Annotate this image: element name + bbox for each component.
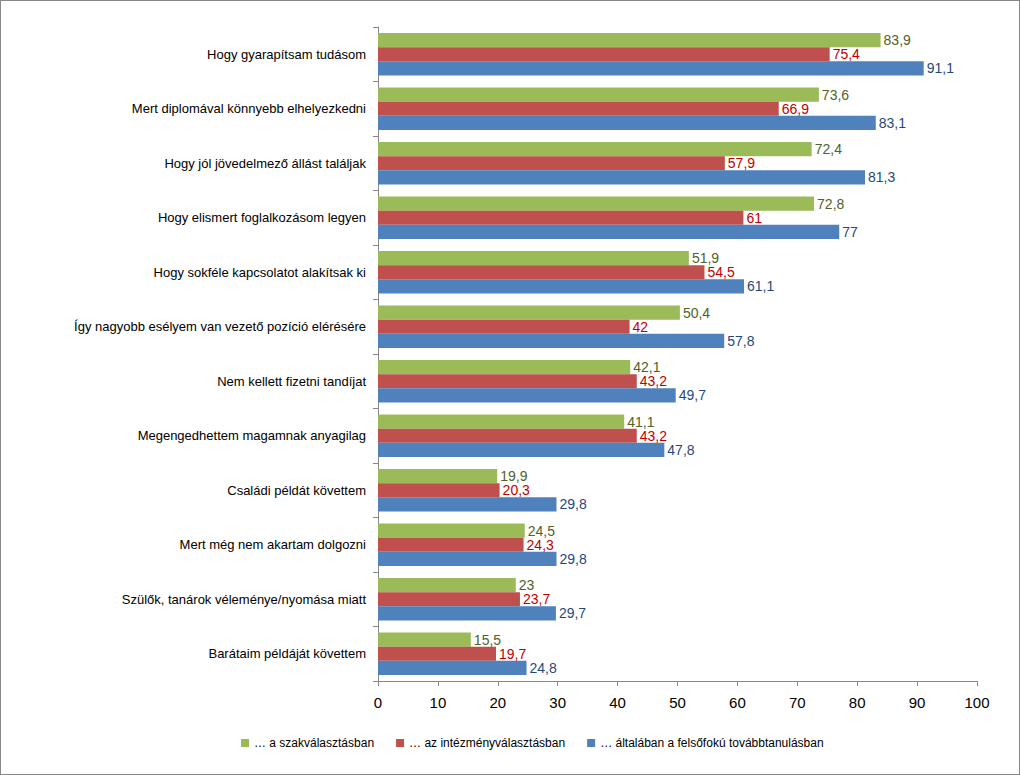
svg-text:90: 90 [909, 694, 926, 711]
svg-text:Szülők, tanárok véleménye/nyom: Szülők, tanárok véleménye/nyomása miatt [122, 592, 367, 607]
svg-text:Nem kellett fizetni tandíjat: Nem kellett fizetni tandíjat [217, 374, 366, 389]
svg-text:42: 42 [633, 319, 649, 335]
svg-text:47,8: 47,8 [667, 442, 694, 458]
svg-text:51,9: 51,9 [691, 250, 720, 267]
svg-text:40: 40 [609, 694, 626, 711]
svg-text:29,8: 29,8 [560, 496, 587, 512]
svg-text:Így nagyobb esélyem van vezető: Így nagyobb esélyem van vezető pozíció e… [74, 319, 366, 334]
svg-text:83,1: 83,1 [879, 115, 906, 131]
svg-text:72,4: 72,4 [815, 141, 842, 157]
svg-text:Hogy sokféle kapcsolatot alakí: Hogy sokféle kapcsolatot alakítsak ki [154, 265, 367, 280]
svg-text:61: 61 [746, 210, 762, 226]
svg-text:24,8: 24,8 [530, 660, 557, 676]
svg-text:30: 30 [549, 694, 566, 711]
svg-text:100: 100 [964, 694, 989, 711]
svg-text:75,4: 75,4 [833, 46, 860, 62]
svg-text:50: 50 [669, 694, 686, 711]
svg-text:80: 80 [849, 694, 866, 711]
svg-text:77: 77 [842, 224, 858, 240]
svg-text:19,7: 19,7 [499, 646, 526, 662]
svg-text:60: 60 [729, 694, 746, 711]
svg-text:10: 10 [430, 694, 447, 711]
svg-text:… az intézményválasztásban: … az intézményválasztásban [409, 736, 565, 750]
svg-text:81,3: 81,3 [868, 169, 895, 185]
svg-text:83,9: 83,9 [884, 32, 911, 48]
svg-text:41,1: 41,1 [627, 413, 655, 430]
svg-text:Hogy jól jövedelmező állást ta: Hogy jól jövedelmező állást találjak [164, 156, 366, 171]
svg-text:24,5: 24,5 [527, 522, 555, 539]
svg-text:43,2: 43,2 [640, 428, 667, 444]
svg-text:43,2: 43,2 [640, 373, 667, 389]
svg-text:57,8: 57,8 [727, 333, 754, 349]
svg-text:50,4: 50,4 [683, 305, 710, 321]
svg-text:Családi példát követtem: Családi példát követtem [227, 483, 366, 498]
svg-text:91,1: 91,1 [927, 60, 954, 76]
svg-text:… a szakválasztásban: … a szakválasztásban [254, 736, 374, 750]
svg-text:57,9: 57,9 [728, 155, 755, 171]
svg-text:29,7: 29,7 [559, 605, 586, 621]
svg-text:Mert diplomával könnyebb elhel: Mert diplomával könnyebb elhelyezkedni [132, 101, 366, 116]
svg-text:15,5: 15,5 [474, 632, 501, 648]
svg-text:0: 0 [374, 694, 382, 711]
svg-text:… általában a felsőfokú tovább: … általában a felsőfokú továbbtanulásban [600, 736, 824, 750]
svg-text:23: 23 [518, 577, 535, 594]
svg-text:61,1: 61,1 [747, 278, 774, 294]
svg-text:70: 70 [789, 694, 806, 711]
svg-text:66,9: 66,9 [782, 101, 809, 117]
svg-text:49,7: 49,7 [679, 387, 706, 403]
svg-text:42,1: 42,1 [633, 359, 661, 376]
svg-text:54,5: 54,5 [707, 264, 734, 280]
svg-text:Megengedhettem magamnak anyagi: Megengedhettem magamnak anyagilag [138, 428, 366, 443]
svg-text:Barátaim példáját követtem: Barátaim példáját követtem [208, 646, 366, 661]
svg-text:Hogy gyarapítsam tudásom: Hogy gyarapítsam tudásom [207, 47, 366, 62]
svg-text:24,3: 24,3 [527, 537, 554, 553]
svg-text:20: 20 [489, 694, 506, 711]
svg-text:23,7: 23,7 [523, 591, 550, 607]
svg-text:29,8: 29,8 [560, 551, 587, 567]
svg-text:19,9: 19,9 [500, 468, 528, 485]
svg-text:72,8: 72,8 [817, 196, 844, 212]
svg-text:Hogy elismert foglalkozásom le: Hogy elismert foglalkozásom legyen [158, 210, 366, 225]
svg-text:73,6: 73,6 [822, 87, 849, 103]
svg-text:Mert még nem akartam dolgozni: Mert még nem akartam dolgozni [180, 537, 367, 552]
svg-text:20,3: 20,3 [503, 482, 530, 498]
